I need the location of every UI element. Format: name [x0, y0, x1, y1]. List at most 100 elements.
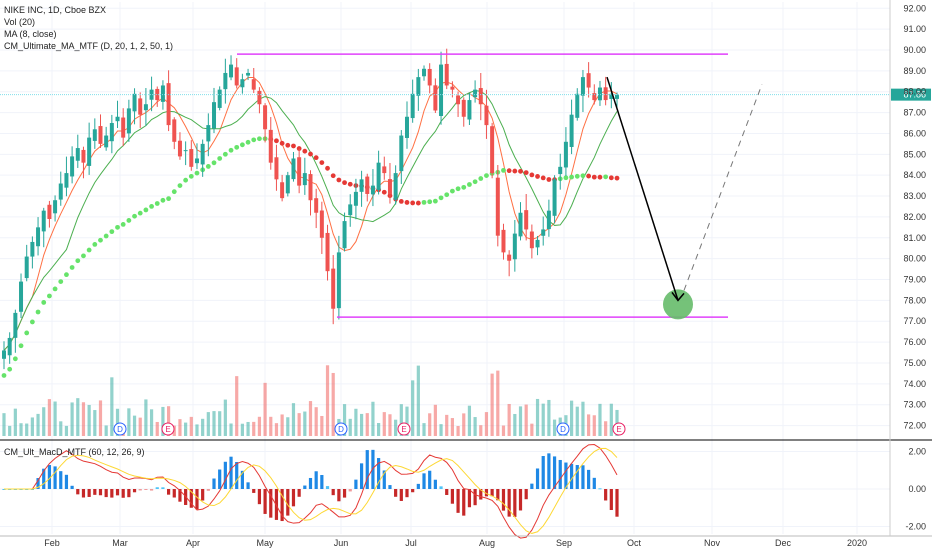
volume-bar: [325, 365, 330, 436]
candle-body: [200, 143, 205, 165]
time-tick-label: 2020: [847, 538, 867, 548]
volume-bar: [127, 408, 131, 436]
candle-body: [501, 229, 506, 253]
volume-bar: [201, 418, 205, 436]
price-tick-label: 77.00: [903, 316, 926, 326]
macd-histogram-bar: [416, 483, 420, 489]
ultimate-ma-dot: [98, 237, 103, 243]
volume-bars: [2, 365, 619, 436]
volume-bar: [575, 406, 579, 436]
candle-body: [132, 93, 137, 112]
time-tick-label: Aug: [479, 538, 495, 548]
macd-histogram-bar: [371, 449, 375, 489]
candle-body: [615, 94, 619, 99]
volume-bar: [496, 370, 500, 436]
price-tick-label: 76.00: [903, 337, 926, 347]
macd-histogram-bar: [59, 471, 63, 489]
volume-bar: [218, 411, 222, 436]
candle-body: [19, 281, 24, 312]
macd-histogram-bar: [394, 489, 398, 497]
volume-bar: [274, 423, 279, 436]
candle-body: [24, 256, 29, 279]
macd-histogram-bar: [354, 479, 358, 489]
volume-bar: [59, 421, 63, 436]
volume-bar: [314, 407, 318, 436]
candle-body: [98, 126, 103, 144]
ultimate-ma-dot: [597, 174, 603, 180]
volume-bar: [405, 406, 409, 436]
price-tick-label: 72.00: [903, 421, 926, 431]
macd-histogram-bar: [195, 489, 199, 510]
volume-bar: [246, 421, 250, 436]
macd-histogram-bar: [530, 483, 534, 489]
macd-histogram-bar: [558, 459, 562, 489]
volume-bar: [269, 416, 273, 436]
ultimate-ma-dot: [438, 195, 444, 201]
candle-body: [47, 204, 52, 219]
ultimate-ma-dot: [461, 184, 467, 190]
last-price-label: 87.86: [903, 90, 926, 100]
ultimate-ma-dot: [47, 293, 52, 299]
macd-histogram-bar: [342, 489, 347, 498]
volume-bar: [263, 382, 267, 436]
earnings-label: E: [165, 425, 170, 434]
signal-line: [4, 447, 618, 534]
ultimate-ma-dot: [421, 199, 427, 205]
candle-body: [387, 179, 392, 194]
volume-bar: [467, 405, 472, 436]
time-tick-label: Apr: [186, 538, 200, 548]
volume-bar: [513, 413, 517, 436]
volume-bar: [297, 413, 301, 436]
volume-bar: [70, 402, 74, 436]
candle-body: [529, 231, 534, 249]
ultimate-ma-dot: [7, 366, 13, 372]
candle-body: [450, 86, 455, 90]
time-tick-label: Nov: [704, 538, 721, 548]
volume-bar: [308, 401, 313, 436]
candle-body: [399, 135, 404, 172]
time-tick-label: Sep: [556, 538, 572, 548]
macd-tick-label: 2.00: [908, 447, 926, 457]
projection-arrow: [606, 76, 679, 301]
macd-histogram-bar: [246, 482, 250, 489]
ultimate-ma-dot: [325, 165, 330, 171]
candle-body: [558, 166, 563, 175]
macd-tick-label: -2.00: [905, 522, 926, 532]
candle-body: [416, 77, 421, 96]
macd-histogram-bar: [592, 477, 596, 489]
macd-histogram-bar: [422, 473, 426, 489]
volume-bar: [450, 418, 454, 436]
volume-bar: [149, 409, 154, 436]
ultimate-ma-dot: [330, 173, 336, 179]
candle-body: [353, 191, 358, 206]
ultimate-ma-dot: [217, 156, 223, 161]
volume-bar: [2, 413, 6, 436]
earnings-marker: [612, 422, 626, 436]
candle-body: [263, 105, 268, 130]
volume-bar: [167, 406, 171, 436]
candle-body: [546, 210, 551, 230]
volume-bar: [115, 408, 120, 436]
volume-bar: [178, 419, 182, 436]
macd-histogram-bar: [167, 489, 171, 495]
volume-bar: [598, 403, 602, 436]
volume-bar: [81, 402, 86, 436]
candle-body: [285, 175, 290, 194]
macd-histogram-bar: [604, 489, 608, 501]
ultimate-ma-dot: [18, 343, 24, 349]
earnings-marker: [397, 422, 411, 436]
candle-body: [376, 162, 381, 190]
ultimate-ma-dot: [563, 175, 569, 181]
projected-rebound-line: [683, 84, 763, 291]
macd-histogram-bar: [456, 489, 460, 513]
candle-body: [109, 123, 114, 142]
volume-bar: [64, 425, 69, 436]
macd-histogram-bar: [541, 456, 545, 489]
macd-histogram-bar: [87, 489, 91, 497]
last-price-tag: [891, 88, 931, 101]
macd-histogram-bar: [81, 489, 86, 498]
volume-bar: [110, 377, 114, 436]
candle-body: [268, 129, 273, 163]
price-tick-label: 74.00: [903, 379, 926, 389]
volume-bar: [30, 417, 34, 436]
